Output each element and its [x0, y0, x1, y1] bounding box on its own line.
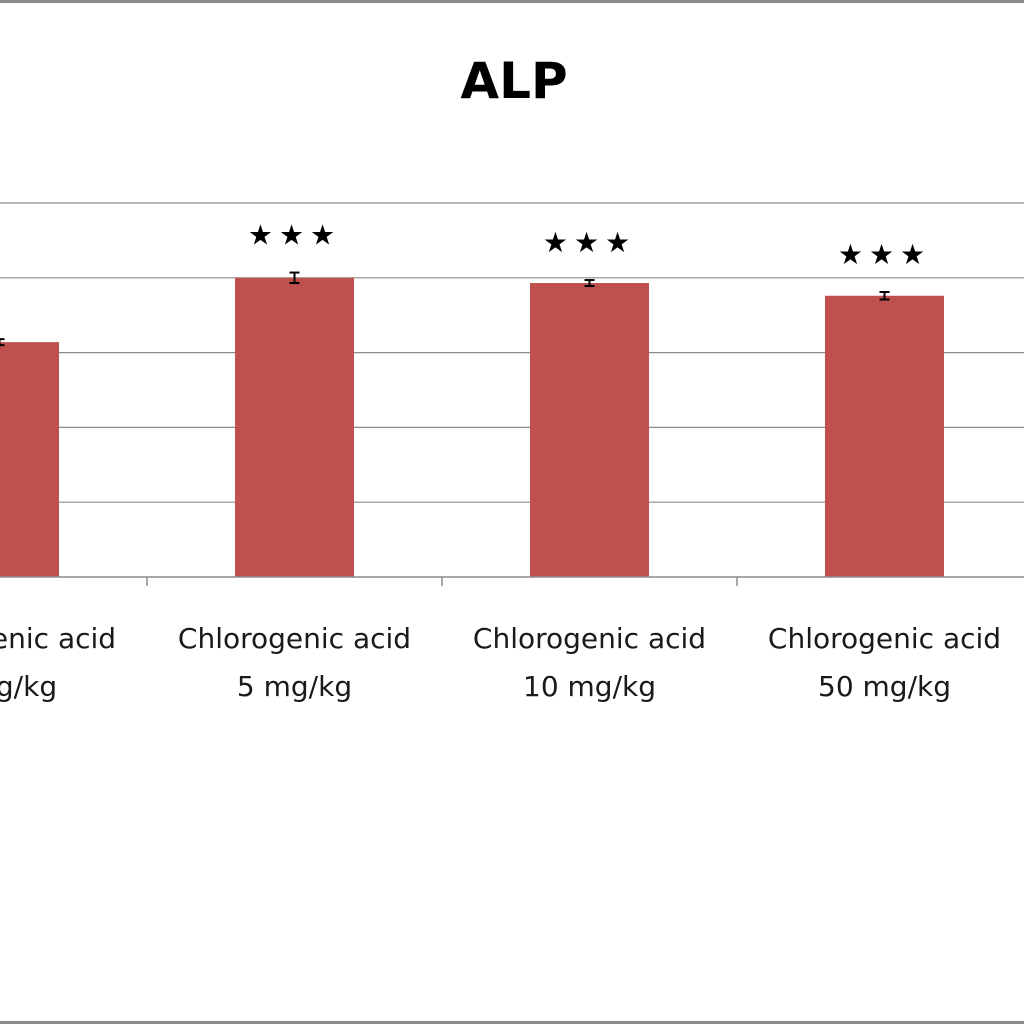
category-labels: Chlorogenic acid 1 mg/kg Chlorogenic acid 5…: [0, 622, 1001, 703]
bar: [530, 283, 649, 577]
significance-marker: ★★★: [248, 219, 341, 252]
error-bar: [0, 338, 5, 347]
category-label: Chlorogenic acid 50 mg/kg: [768, 622, 1001, 703]
error-bar: [584, 279, 595, 288]
tick-label: 50 mg/kg: [818, 670, 951, 703]
tick-label: Chlorogenic acid: [473, 622, 706, 655]
tick-label: 10 mg/kg: [523, 670, 656, 703]
tick-label: 5 mg/kg: [237, 670, 352, 703]
tick-label: Chlorogenic acid: [0, 622, 116, 655]
category-label: Chlorogenic acid 5 mg/kg: [178, 622, 411, 703]
bar: [235, 277, 354, 577]
tick-label: Chlorogenic acid: [178, 622, 411, 655]
chart-title: ALP: [460, 52, 567, 110]
tick-label: 1 mg/kg: [0, 670, 57, 703]
error-bar: [879, 291, 890, 301]
category-label: Chlorogenic acid 1 mg/kg: [0, 622, 116, 703]
bar: [825, 295, 944, 577]
category-label: Chlorogenic acid 10 mg/kg: [473, 622, 706, 703]
tick-label: Chlorogenic acid: [768, 622, 1001, 655]
x-axis: [0, 576, 1024, 586]
significance-marker: ★★★: [838, 238, 931, 271]
significance-marker: ★★★: [543, 226, 636, 259]
bar: [0, 342, 59, 577]
bars: ★★★ ★★★ ★★★: [0, 219, 944, 577]
error-bar: [289, 271, 300, 285]
